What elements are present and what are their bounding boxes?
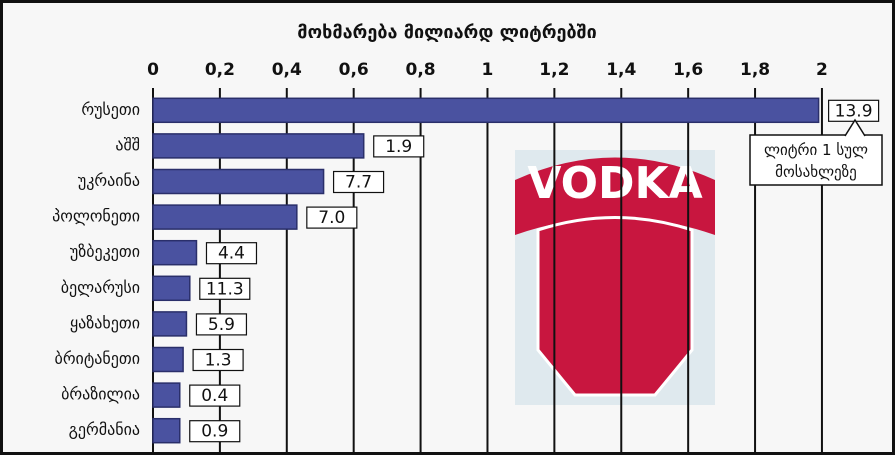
legend-box — [749, 134, 883, 186]
image-banner — [515, 157, 715, 235]
legend-entry: ლიტრი 1 სულ მოსახლეზე — [764, 141, 868, 181]
x-tick-label: 1,6 — [673, 60, 703, 80]
per-capita-label: 0.4 — [201, 386, 228, 406]
bar — [152, 382, 181, 408]
bar — [152, 275, 191, 302]
y-tick-label: ბელარუსი — [61, 278, 140, 297]
per-capita-label: 5.9 — [208, 315, 235, 335]
per-capita-box — [373, 135, 425, 158]
x-tick-label: 1,8 — [740, 60, 770, 80]
bar — [152, 133, 365, 159]
chart-title: მოხმარება მილიარდ ლიტრებში — [297, 22, 597, 43]
per-capita-box — [189, 420, 241, 443]
per-capita-box — [205, 242, 258, 265]
per-capita-label: 1.9 — [385, 137, 412, 157]
bar — [152, 168, 325, 195]
legend-pointer — [844, 118, 866, 137]
per-capita-label: 4.4 — [218, 244, 245, 264]
per-capita-label: 7.7 — [345, 173, 372, 193]
image-text: VODKA — [527, 158, 702, 209]
x-tick-label: 0,4 — [272, 60, 302, 80]
per-capita-label: 13.9 — [835, 101, 873, 121]
per-capita-box — [189, 384, 241, 407]
y-tick-label: გერმანია — [69, 420, 140, 439]
per-capita-label: 7.0 — [318, 208, 345, 228]
x-tick-label: 0,2 — [205, 60, 235, 80]
x-tick-label: 0 — [147, 60, 159, 80]
per-capita-box — [195, 313, 248, 336]
y-tick-label: აშშ — [115, 135, 140, 154]
per-capita-label: 11.3 — [206, 279, 244, 299]
y-tick-label: პოლონეთი — [52, 207, 140, 226]
bar — [152, 346, 184, 373]
x-tick-label: 2 — [816, 60, 828, 80]
bar — [152, 311, 188, 337]
x-tick-label: 1,4 — [606, 60, 636, 80]
y-tick-label: ბრაზილია — [61, 385, 140, 404]
y-tick-label: უკრაინა — [78, 171, 140, 190]
y-tick-label: უზბეკეთი — [70, 242, 140, 261]
per-capita-box — [192, 348, 244, 372]
x-tick-label: 1 — [482, 60, 494, 80]
y-tick-label: ბრიტანეთი — [55, 349, 140, 368]
y-tick-label: ყაზახეთი — [70, 313, 140, 332]
per-capita-label: 0.9 — [201, 422, 228, 442]
vodka-image: VODKA — [515, 150, 715, 405]
per-capita-box — [332, 170, 385, 194]
x-tick-label: 1,2 — [539, 60, 569, 80]
x-tick-label: 0,8 — [406, 60, 436, 80]
bar — [152, 204, 298, 230]
bar — [152, 97, 820, 124]
x-tick-label: 0,6 — [339, 60, 369, 80]
bar — [152, 239, 198, 266]
bar — [152, 417, 181, 444]
per-capita-box — [199, 277, 251, 300]
per-capita-label: 1.3 — [205, 351, 232, 371]
y-tick-label: რუსეთი — [81, 100, 140, 119]
image-shield — [536, 216, 694, 397]
per-capita-box — [306, 206, 358, 229]
